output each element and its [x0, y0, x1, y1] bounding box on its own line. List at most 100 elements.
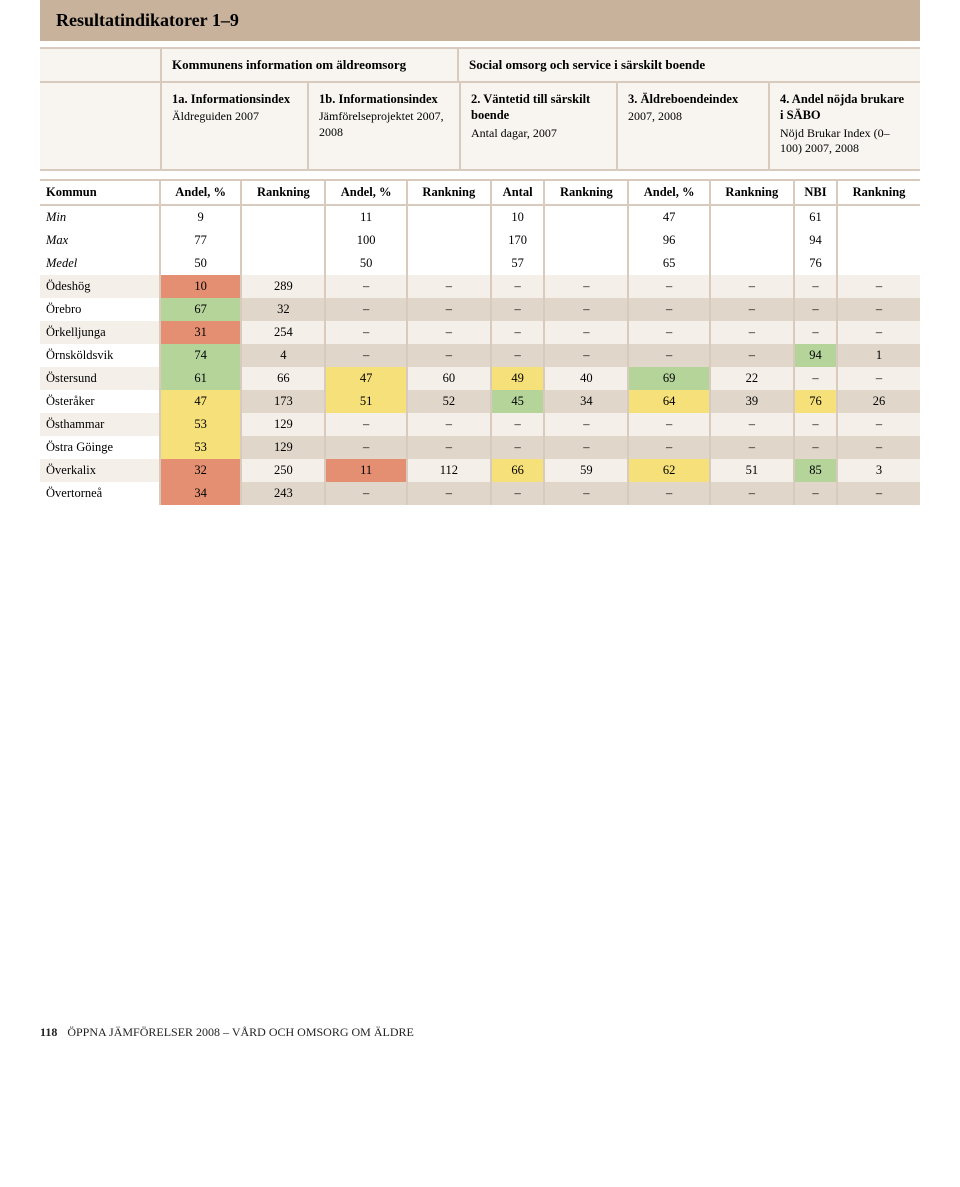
cell: 66	[491, 459, 544, 482]
cell: 32	[241, 298, 325, 321]
cell: –	[794, 413, 837, 436]
cell: 22	[710, 367, 794, 390]
cell: –	[794, 436, 837, 459]
card-title: 4. Andel nöjda brukare i SÄBO	[780, 91, 910, 124]
cell: 129	[241, 436, 325, 459]
cell: 53	[160, 413, 241, 436]
cell	[837, 229, 920, 252]
cell: –	[491, 298, 544, 321]
cell: 250	[241, 459, 325, 482]
cell: –	[407, 344, 491, 367]
row-label: Ödeshög	[40, 275, 160, 298]
row-label: Min	[40, 205, 160, 229]
cell: –	[544, 436, 628, 459]
row-label: Örnsköldsvik	[40, 344, 160, 367]
card-1a: 1a. Informationsindex Äldreguiden 2007	[162, 83, 307, 169]
cell: 47	[628, 205, 709, 229]
cell: –	[794, 321, 837, 344]
cell: –	[837, 482, 920, 505]
cell: 66	[241, 367, 325, 390]
cell: –	[837, 321, 920, 344]
cell: 69	[628, 367, 709, 390]
data-table: Kommun Andel, % Rankning Andel, % Rankni…	[40, 179, 920, 505]
section-title: Resultatindikatorer 1–9	[40, 0, 920, 41]
col-header: Antal	[491, 180, 544, 205]
cell: –	[325, 344, 406, 367]
cell: –	[837, 298, 920, 321]
cell: 49	[491, 367, 544, 390]
card-3: 3. Äldreboendeindex 2007, 2008	[618, 83, 768, 169]
cell: 243	[241, 482, 325, 505]
card-title: 1b. Informationsindex	[319, 91, 449, 107]
card-2: 2. Väntetid till särskilt boende Antal d…	[461, 83, 616, 169]
cell: 40	[544, 367, 628, 390]
table-row: Övertorneå34243––––––––	[40, 482, 920, 505]
cell: 31	[160, 321, 241, 344]
cell: 50	[325, 252, 406, 275]
cell	[837, 205, 920, 229]
table-header-row: Kommun Andel, % Rankning Andel, % Rankni…	[40, 180, 920, 205]
cell: –	[628, 275, 709, 298]
header-group-left: Kommunens information om äldreomsorg	[162, 49, 457, 81]
cell: 51	[710, 459, 794, 482]
col-header: Andel, %	[160, 180, 241, 205]
col-header: Andel, %	[628, 180, 709, 205]
cell: 4	[241, 344, 325, 367]
cell	[407, 252, 491, 275]
table-row: Östhammar53129––––––––	[40, 413, 920, 436]
page-number: 118	[40, 1025, 57, 1040]
cell	[710, 252, 794, 275]
cell: –	[407, 413, 491, 436]
card-title: 2. Väntetid till särskilt boende	[471, 91, 606, 124]
cell: –	[491, 413, 544, 436]
cell: 34	[160, 482, 241, 505]
cell	[544, 252, 628, 275]
cell: 59	[544, 459, 628, 482]
cell: –	[325, 436, 406, 459]
cell: –	[544, 344, 628, 367]
cell: 85	[794, 459, 837, 482]
table-row: Överkalix322501111266596251853	[40, 459, 920, 482]
cell: 11	[325, 459, 406, 482]
col-header: Rankning	[837, 180, 920, 205]
cell: –	[544, 275, 628, 298]
row-label: Östersund	[40, 367, 160, 390]
row-label: Österåker	[40, 390, 160, 413]
row-label: Örebro	[40, 298, 160, 321]
cell: 129	[241, 413, 325, 436]
row-label: Max	[40, 229, 160, 252]
cell: 76	[794, 390, 837, 413]
page: Resultatindikatorer 1–9 Kommunens inform…	[0, 0, 960, 1080]
table-meta-row: Max771001709694	[40, 229, 920, 252]
cell: 67	[160, 298, 241, 321]
cell: 64	[628, 390, 709, 413]
table-body: Min911104761Max771001709694Medel50505765…	[40, 205, 920, 505]
cell: 32	[160, 459, 241, 482]
cell: –	[491, 275, 544, 298]
cell: 1	[837, 344, 920, 367]
cell: 47	[160, 390, 241, 413]
cell: –	[491, 436, 544, 459]
cell: –	[710, 436, 794, 459]
cell	[837, 252, 920, 275]
cell: 76	[794, 252, 837, 275]
cell: 9	[160, 205, 241, 229]
cell: –	[325, 275, 406, 298]
cell: –	[837, 436, 920, 459]
col-header: Andel, %	[325, 180, 406, 205]
cell: –	[710, 413, 794, 436]
cell	[544, 229, 628, 252]
cell: 45	[491, 390, 544, 413]
cell: –	[544, 321, 628, 344]
cell: –	[407, 298, 491, 321]
table-row: Ödeshög10289––––––––	[40, 275, 920, 298]
table-meta-row: Medel5050576576	[40, 252, 920, 275]
cell: 100	[325, 229, 406, 252]
table-row: Örkelljunga31254––––––––	[40, 321, 920, 344]
cell: –	[407, 436, 491, 459]
card-4: 4. Andel nöjda brukare i SÄBO Nöjd Bruka…	[770, 83, 920, 169]
header-group-row: Kommunens information om äldreomsorg Soc…	[40, 49, 920, 81]
cell: 94	[794, 344, 837, 367]
cell: 62	[628, 459, 709, 482]
cell: 26	[837, 390, 920, 413]
